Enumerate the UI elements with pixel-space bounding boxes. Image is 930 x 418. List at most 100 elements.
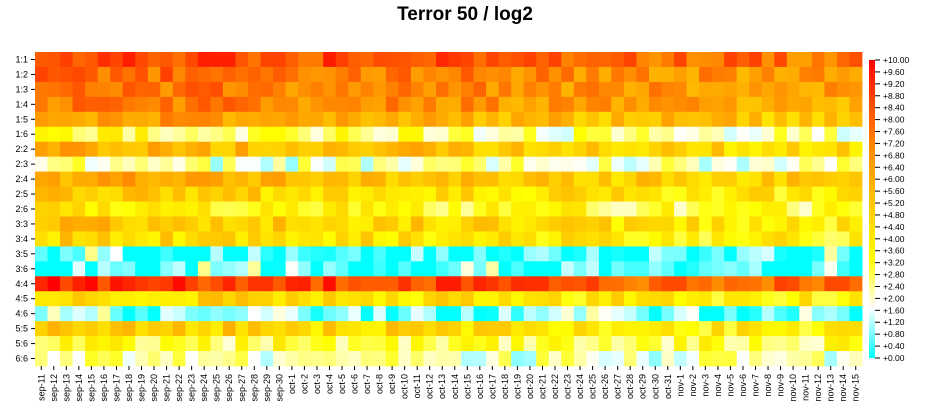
heatmap-cell	[248, 216, 261, 232]
heatmap-cell	[711, 276, 725, 292]
heatmap-cell	[298, 66, 312, 83]
heatmap-cell	[536, 111, 550, 128]
heatmap-cell	[761, 156, 775, 173]
heatmap-cell	[348, 321, 362, 337]
heatmap-cell	[686, 126, 700, 143]
heatmap-cell	[348, 246, 362, 262]
heatmap-cell	[836, 126, 850, 143]
heatmap-cell	[461, 336, 474, 352]
heatmap-cell	[85, 231, 99, 247]
colorbar-tick-label: +0.40	[883, 341, 905, 351]
heatmap-cell	[235, 291, 249, 307]
colorbar-tick-label: +2.40	[883, 281, 905, 291]
heatmap-cell	[711, 66, 725, 83]
heatmap-cell	[273, 351, 287, 367]
heatmap-cell	[786, 156, 800, 173]
heatmap-cell	[285, 126, 299, 143]
heatmap-cell	[824, 66, 838, 83]
heatmap-cell	[323, 156, 337, 173]
heatmap-cell	[461, 321, 474, 337]
heatmap-cell	[749, 291, 763, 307]
heatmap-cell	[561, 66, 575, 83]
heatmap-cell	[711, 336, 725, 352]
heatmap-cell	[648, 321, 662, 337]
heatmap-cell	[724, 306, 738, 322]
heatmap-cell	[786, 141, 800, 158]
heatmap-cell	[849, 276, 863, 292]
heatmap-cell	[699, 81, 713, 98]
heatmap-cell	[473, 81, 487, 98]
heatmap-cell	[298, 126, 312, 143]
heatmap-cell	[435, 351, 449, 367]
heatmap-cell	[548, 156, 562, 173]
heatmap-cell	[674, 156, 687, 173]
x-tick-label: nov-4	[713, 374, 723, 397]
heatmap-cell	[674, 111, 687, 128]
heatmap-cell	[47, 111, 61, 128]
heatmap-cell	[573, 231, 587, 247]
heatmap-cell	[523, 186, 537, 202]
heatmap-cell	[360, 261, 374, 277]
heatmap-cell	[623, 246, 637, 262]
heatmap-cell	[461, 201, 474, 217]
heatmap-cell	[736, 156, 750, 173]
heatmap-cell	[185, 156, 199, 173]
heatmap-cell	[185, 52, 199, 68]
heatmap-cell	[836, 231, 850, 247]
heatmap-cell	[385, 81, 399, 98]
heatmap-cell	[786, 81, 800, 98]
heatmap-cell	[811, 171, 825, 187]
heatmap-cell	[824, 261, 838, 277]
heatmap-cell	[811, 141, 825, 158]
heatmap-cell	[273, 336, 287, 352]
heatmap-cell	[486, 81, 500, 98]
heatmap-cell	[648, 231, 662, 247]
heatmap-cell	[799, 126, 813, 143]
heatmap-cell	[423, 261, 437, 277]
heatmap-cell	[110, 141, 124, 158]
heatmap-cell	[699, 321, 713, 337]
heatmap-cell	[699, 231, 713, 247]
heatmap-cell	[786, 66, 800, 83]
heatmap-cell	[72, 351, 86, 367]
heatmap-cell	[623, 156, 637, 173]
heatmap-cell	[47, 186, 61, 202]
heatmap-cell	[448, 231, 462, 247]
heatmap-cell	[72, 156, 86, 173]
heatmap-cell	[849, 231, 863, 247]
heatmap-cell	[824, 111, 838, 128]
y-tick-label: 1:3	[15, 84, 28, 94]
heatmap-cell	[849, 186, 863, 202]
heatmap-cell	[197, 321, 211, 337]
heatmap-cell	[160, 276, 174, 292]
heatmap-cell	[298, 231, 312, 247]
heatmap-cell	[548, 351, 562, 367]
heatmap-cell	[135, 171, 149, 187]
heatmap-cell	[260, 336, 274, 352]
heatmap-cell	[836, 201, 850, 217]
heatmap-cell	[699, 246, 713, 262]
heatmap-cell	[498, 126, 512, 143]
heatmap-cell	[410, 81, 424, 98]
heatmap-cell	[611, 336, 625, 352]
heatmap-cell	[461, 291, 474, 307]
heatmap-cell	[548, 171, 562, 187]
heatmap-cell	[711, 231, 725, 247]
heatmap-cell	[736, 216, 750, 232]
heatmap-cell	[761, 231, 775, 247]
heatmap-cell	[448, 111, 462, 128]
heatmap-cell	[260, 111, 274, 128]
heatmap-cell	[699, 52, 713, 68]
heatmap-cell	[172, 171, 186, 187]
heatmap-cell	[398, 111, 412, 128]
heatmap-cell	[699, 111, 713, 128]
heatmap-cell	[623, 111, 637, 128]
heatmap-cell	[335, 351, 349, 367]
heatmap-cell	[511, 126, 525, 143]
heatmap-cell	[536, 231, 550, 247]
heatmap-cell	[172, 336, 186, 352]
heatmap-cell	[373, 96, 387, 113]
heatmap-cell	[448, 156, 462, 173]
heatmap-cell	[310, 141, 324, 158]
heatmap-cell	[749, 246, 763, 262]
